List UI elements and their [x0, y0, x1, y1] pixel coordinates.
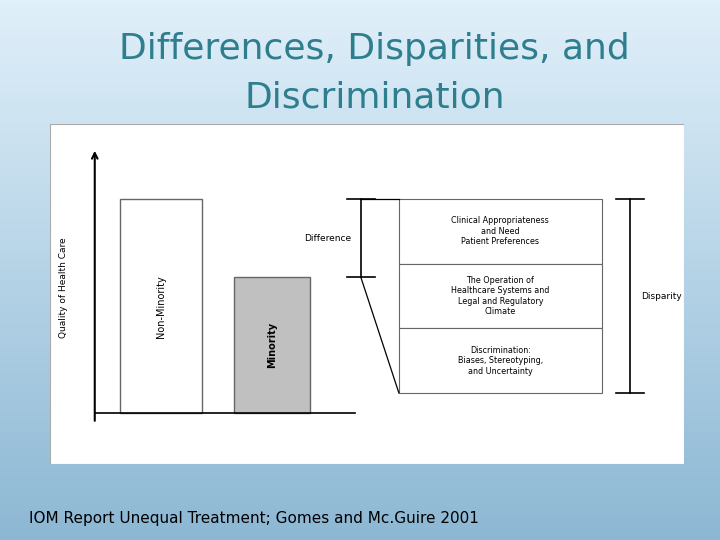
- Text: Minority: Minority: [267, 322, 277, 368]
- Bar: [120, 199, 202, 414]
- Text: Disparity: Disparity: [642, 292, 683, 300]
- Text: Differences, Disparities, and: Differences, Disparities, and: [119, 32, 630, 65]
- Bar: [234, 277, 310, 414]
- Text: Difference: Difference: [305, 234, 351, 242]
- Text: Non-Minority: Non-Minority: [156, 275, 166, 338]
- Text: Discrimination: Discrimination: [244, 80, 505, 114]
- Text: IOM Report Unequal Treatment; Gomes and Mc.Guire 2001: IOM Report Unequal Treatment; Gomes and …: [29, 511, 479, 526]
- Text: Clinical Appropriateness
and Need
Patient Preferences: Clinical Appropriateness and Need Patien…: [451, 217, 549, 246]
- Text: The Operation of
Healthcare Systems and
Legal and Regulatory
Climate: The Operation of Healthcare Systems and …: [451, 276, 549, 316]
- Text: Discrimination:
Biases, Stereotyping,
and Uncertainty: Discrimination: Biases, Stereotyping, an…: [458, 346, 543, 375]
- Bar: [399, 328, 602, 393]
- Bar: [399, 199, 602, 264]
- Text: Quality of Health Care: Quality of Health Care: [58, 237, 68, 338]
- Bar: [399, 264, 602, 328]
- FancyBboxPatch shape: [50, 124, 684, 464]
